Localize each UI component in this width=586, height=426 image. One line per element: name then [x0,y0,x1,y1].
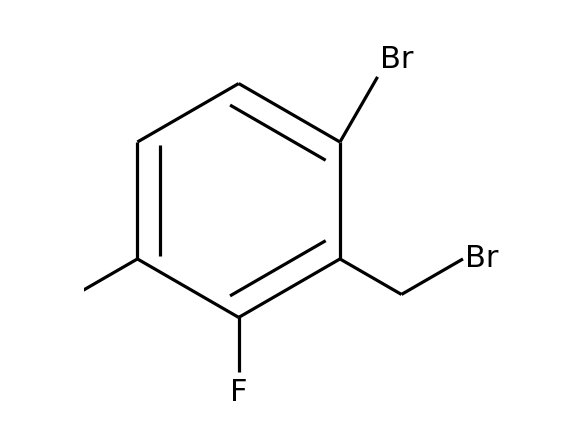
Text: Br: Br [465,245,499,273]
Text: F: F [230,378,247,407]
Text: Br: Br [380,45,413,74]
